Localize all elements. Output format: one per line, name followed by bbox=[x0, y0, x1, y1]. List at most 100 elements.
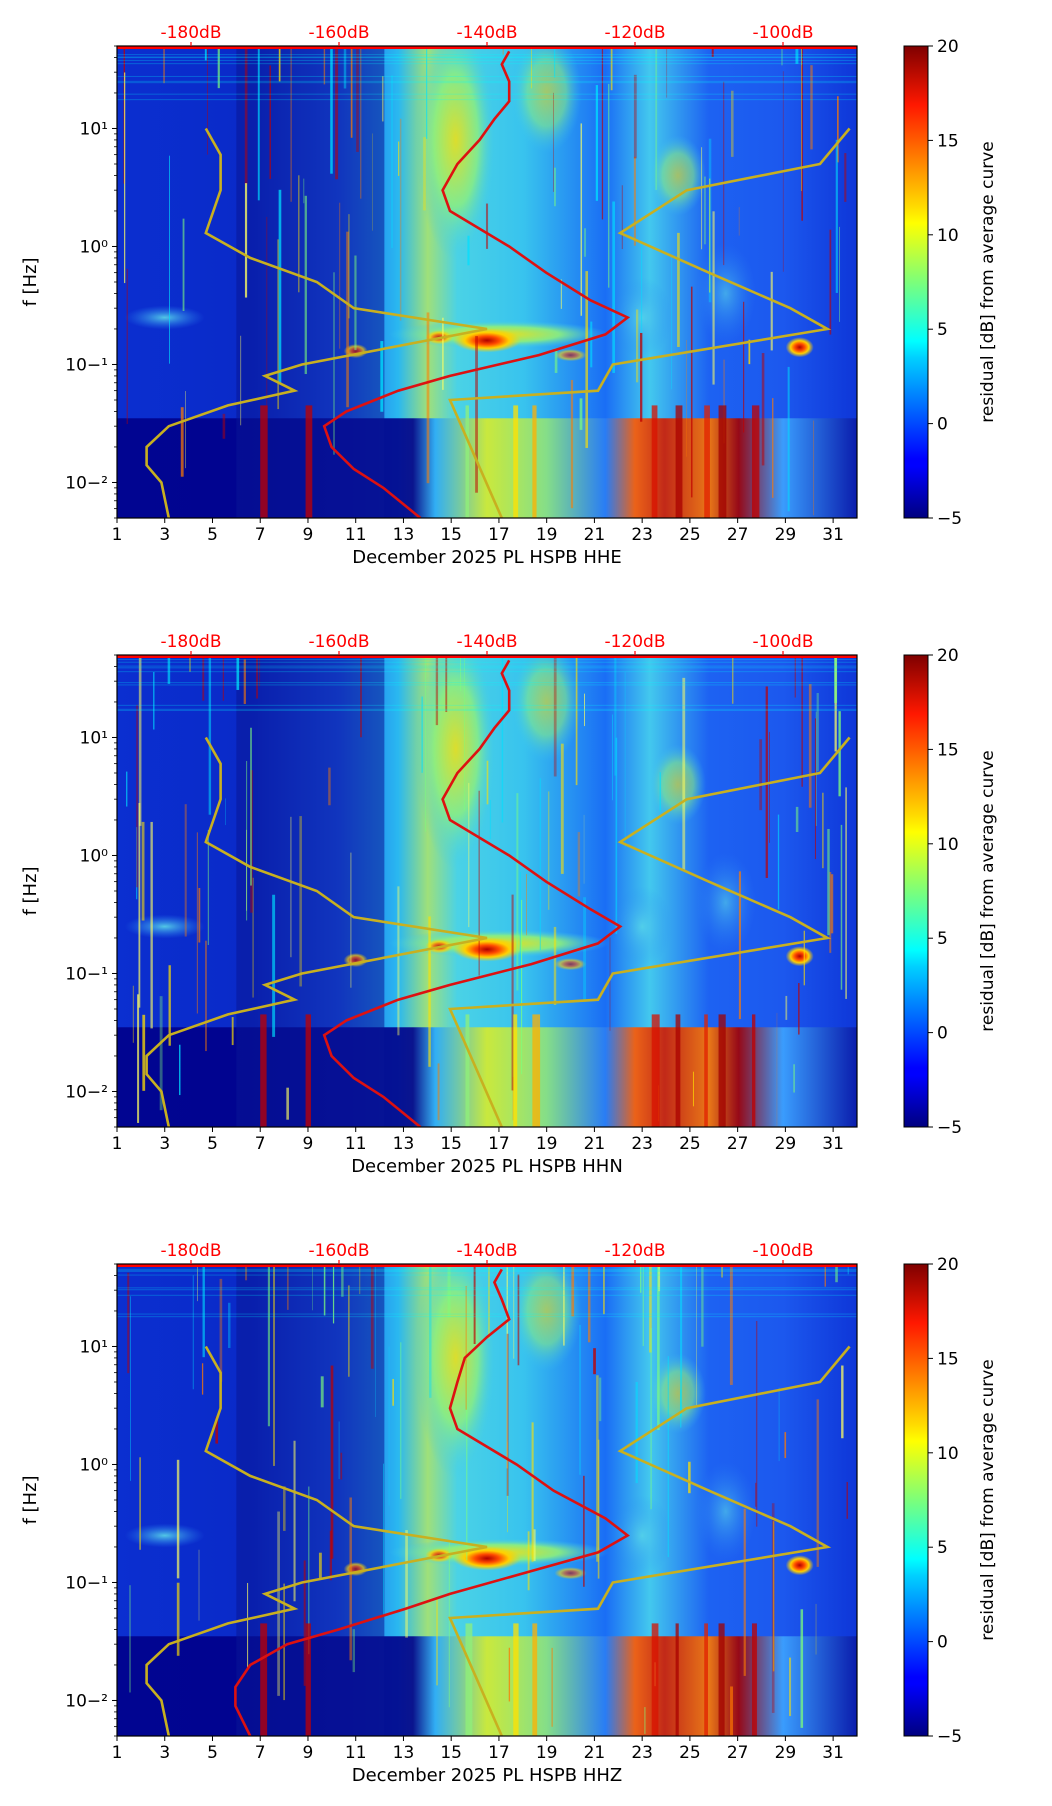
heatmap-streak bbox=[835, 1264, 838, 1283]
heatmap-streak bbox=[651, 405, 658, 518]
heatmap-streak bbox=[701, 147, 703, 250]
colorbar-tick-label: 20 bbox=[937, 37, 959, 57]
heatmap-streak bbox=[575, 655, 578, 786]
heatmap-line bbox=[117, 1287, 857, 1289]
heatmap-streak bbox=[132, 985, 134, 1043]
heatmap-streak bbox=[642, 1264, 644, 1347]
heatmap-streak bbox=[123, 72, 126, 284]
x-tick-label: 11 bbox=[345, 525, 367, 545]
heatmap-streak bbox=[517, 1274, 520, 1366]
x-tick-label: 21 bbox=[584, 525, 606, 545]
top-db-tick-label: -120dB bbox=[604, 632, 665, 652]
heatmap-streak bbox=[701, 1264, 704, 1347]
heatmap-streak bbox=[511, 894, 514, 1091]
heatmap-streak bbox=[290, 816, 292, 958]
heatmap-streak bbox=[215, 1416, 219, 1444]
heatmap-streak bbox=[615, 737, 618, 934]
heatmap-line bbox=[117, 57, 857, 59]
heatmap-line bbox=[117, 667, 857, 669]
heatmap-streak bbox=[150, 821, 153, 1029]
heatmap-streak bbox=[841, 1365, 844, 1439]
heatmap-streak bbox=[651, 1014, 660, 1127]
average-curve bbox=[322, 659, 623, 1127]
heatmap-streak bbox=[341, 1264, 344, 1297]
heatmap-hot-spot bbox=[453, 937, 521, 962]
colorbar-tick-label: −5 bbox=[937, 1727, 962, 1747]
colorbar-tick-label: 15 bbox=[937, 740, 959, 760]
heatmap-streak bbox=[197, 1264, 198, 1302]
heatmap-streak bbox=[338, 1421, 340, 1480]
heatmap-streak bbox=[595, 85, 598, 201]
heatmap-streak bbox=[527, 1531, 530, 1591]
heatmap-streak bbox=[778, 1387, 780, 1462]
heatmap-streak bbox=[423, 137, 426, 211]
heatmap-cool-region bbox=[612, 277, 673, 358]
heatmap-streak bbox=[447, 1264, 451, 1318]
heatmap-streak bbox=[590, 321, 593, 368]
heatmap-streak bbox=[845, 787, 847, 999]
y-tick-label: 10¹ bbox=[80, 119, 108, 139]
x-tick-label: 13 bbox=[393, 525, 415, 545]
high-noise-model-curve bbox=[448, 1345, 851, 1736]
x-tick-label: 29 bbox=[775, 1743, 797, 1763]
heatmap-line bbox=[117, 1294, 857, 1296]
heatmap-streak bbox=[352, 1629, 355, 1673]
heatmap-warm-region bbox=[649, 135, 706, 216]
heatmap-top-edge bbox=[117, 46, 857, 49]
heatmap-streak bbox=[198, 887, 201, 943]
heatmap-warm-region bbox=[511, 46, 582, 153]
heatmap-streak bbox=[485, 203, 489, 249]
heatmap-streak bbox=[240, 335, 242, 426]
heatmap-streak bbox=[176, 1582, 180, 1656]
heatmap-streak bbox=[635, 309, 639, 383]
heatmap-streak bbox=[335, 46, 339, 180]
x-tick-label: 9 bbox=[303, 1134, 314, 1154]
heatmap-line bbox=[117, 99, 857, 101]
x-tick-label: 29 bbox=[775, 1134, 797, 1154]
heatmap-line bbox=[117, 684, 857, 686]
y-tick-label: 10−² bbox=[65, 1691, 108, 1711]
heatmap-streak bbox=[801, 46, 803, 221]
heatmap-streak bbox=[635, 1382, 638, 1484]
heatmap-streak bbox=[692, 1071, 694, 1107]
heatmap-streak bbox=[813, 420, 815, 516]
high-noise-model-curve bbox=[448, 127, 851, 518]
heatmap-streak bbox=[473, 1264, 476, 1344]
heatmap-streak bbox=[298, 175, 300, 293]
heatmap-streak bbox=[730, 1686, 733, 1736]
heatmap-streak bbox=[360, 46, 362, 199]
heatmap-streak bbox=[267, 1264, 271, 1427]
heatmap-warm-region bbox=[415, 1264, 496, 1478]
x-tick-label: 17 bbox=[488, 525, 510, 545]
heatmap-streak bbox=[507, 1442, 508, 1533]
heatmap-hot-spot bbox=[554, 1567, 587, 1580]
heatmap-streak bbox=[392, 1378, 395, 1406]
x-tick-label: 19 bbox=[536, 525, 558, 545]
heatmap-streak bbox=[810, 65, 813, 150]
heatmap-streak bbox=[640, 332, 643, 422]
y-tick-label: 10⁰ bbox=[80, 1455, 109, 1475]
heatmap-hot-spot bbox=[785, 946, 814, 967]
heatmap-streak bbox=[460, 655, 461, 691]
low-noise-model-curve bbox=[145, 1345, 488, 1736]
heatmap-streak bbox=[781, 46, 783, 66]
heatmap-streak bbox=[202, 655, 205, 701]
heatmap-streak bbox=[596, 1375, 599, 1562]
heatmap-streak bbox=[508, 1647, 511, 1702]
heatmap-streak bbox=[278, 189, 282, 384]
heatmap-streak bbox=[286, 1264, 289, 1310]
heatmap-streak bbox=[769, 731, 770, 843]
heatmap-streak bbox=[738, 871, 741, 1020]
y-tick-label: 10−² bbox=[65, 1082, 108, 1102]
heatmap-streak bbox=[839, 226, 840, 322]
heatmap-low-frequency-band bbox=[117, 1027, 857, 1127]
heatmap-streak bbox=[207, 829, 209, 945]
colorbar-label: residual [dB] from average curve bbox=[978, 750, 998, 1031]
heatmap-streak bbox=[138, 802, 141, 1008]
heatmap-streak bbox=[718, 405, 727, 518]
heatmap-line bbox=[117, 665, 857, 667]
heatmap-streak bbox=[830, 874, 834, 934]
heatmap-streak bbox=[785, 995, 788, 1020]
top-db-tick-label: -100dB bbox=[752, 23, 813, 43]
heatmap-streak bbox=[709, 178, 711, 293]
